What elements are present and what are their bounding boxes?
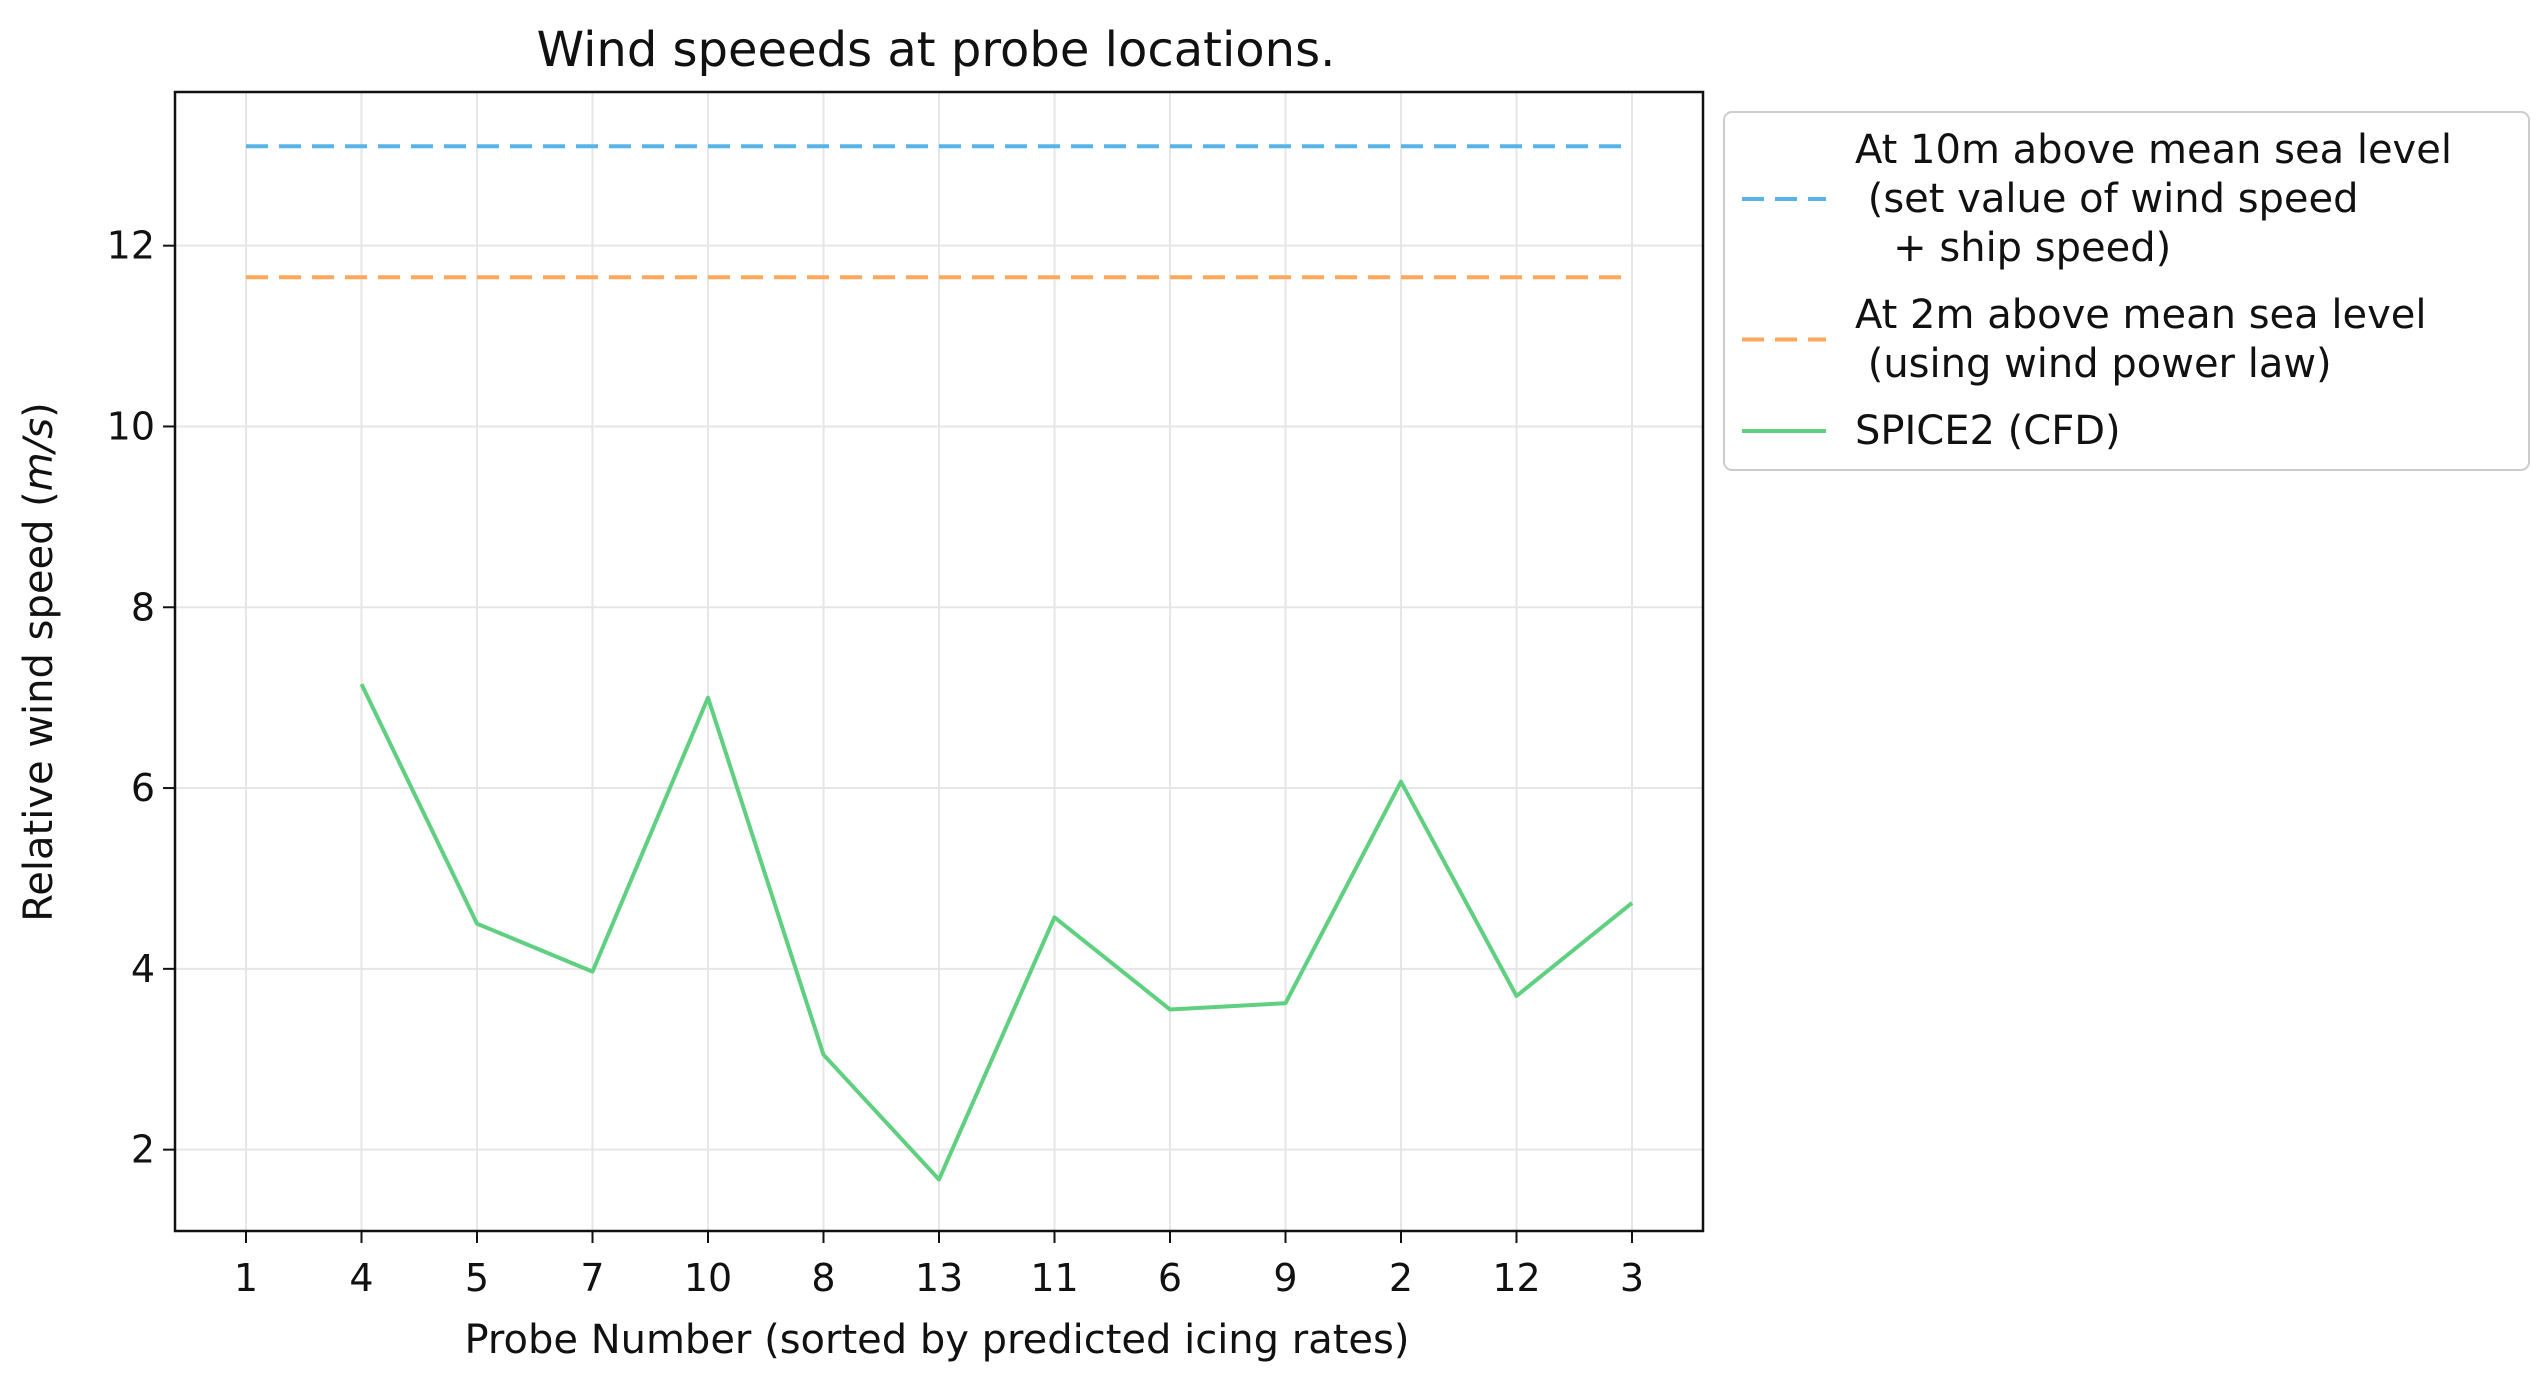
x-tick-label: 7 <box>580 1256 604 1300</box>
y-axis-ticks: 2 4 6 8 10 12 <box>107 224 175 1172</box>
y-tick-label: 8 <box>131 585 155 629</box>
x-tick-label: 13 <box>915 1256 963 1300</box>
y-tick-label: 4 <box>131 947 155 991</box>
x-tick-label: 2 <box>1389 1256 1413 1300</box>
y-tick-label: 10 <box>107 404 155 448</box>
legend-label-line: (using wind power law) <box>1855 341 2332 387</box>
y-axis-label-unit-close: ) <box>16 402 62 418</box>
legend-label: At 2m above mean sea level (using wind p… <box>1855 292 2427 387</box>
series-layer <box>246 144 1634 1182</box>
x-tick-label: 10 <box>684 1256 732 1300</box>
x-tick-label: 4 <box>349 1256 373 1300</box>
x-tick-label: 12 <box>1492 1256 1540 1300</box>
grid-layer <box>175 92 1703 1231</box>
legend-label-line: At 10m above mean sea level <box>1855 127 2452 173</box>
x-tick-label: 5 <box>465 1256 489 1300</box>
x-axis-ticks: 1 4 5 7 10 8 13 11 6 9 2 12 3 <box>234 1231 1644 1300</box>
x-tick-label: 11 <box>1030 1256 1078 1300</box>
x-tick-label: 6 <box>1158 1256 1182 1300</box>
y-axis-label-unit: m/s <box>16 418 62 491</box>
legend-label-line: (set value of wind speed <box>1855 176 2359 222</box>
chart-title: Wind speeeds at probe locations. <box>537 22 1336 78</box>
y-tick-label: 12 <box>107 224 155 268</box>
legend-label-line: At 2m above mean sea level <box>1855 292 2427 338</box>
x-tick-label: 3 <box>1620 1256 1644 1300</box>
legend-box <box>1723 111 2530 471</box>
legend: At 10m above mean sea level (set value o… <box>1723 111 2530 471</box>
y-tick-label: 2 <box>131 1128 155 1172</box>
legend-label: At 10m above mean sea level (set value o… <box>1855 127 2452 271</box>
x-tick-label: 1 <box>234 1256 258 1300</box>
x-tick-label: 8 <box>811 1256 835 1300</box>
legend-label-line: + ship speed) <box>1855 225 2171 271</box>
y-axis-label: Relative wind speed (m/s) <box>16 402 62 921</box>
y-axis-label-text: Relative wind speed <box>16 520 62 922</box>
legend-label: SPICE2 (CFD) <box>1855 408 2121 454</box>
legend-label-line: SPICE2 (CFD) <box>1855 408 2121 454</box>
y-tick-label: 6 <box>131 766 155 810</box>
x-axis-label: Probe Number (sorted by predicted icing … <box>465 1317 1410 1363</box>
y-axis-label-unit-open: ( <box>16 491 62 507</box>
legend-entries: At 10m above mean sea level (set value o… <box>1742 127 2452 454</box>
series-spice2-line <box>359 683 1634 1182</box>
x-tick-label: 9 <box>1273 1256 1297 1300</box>
